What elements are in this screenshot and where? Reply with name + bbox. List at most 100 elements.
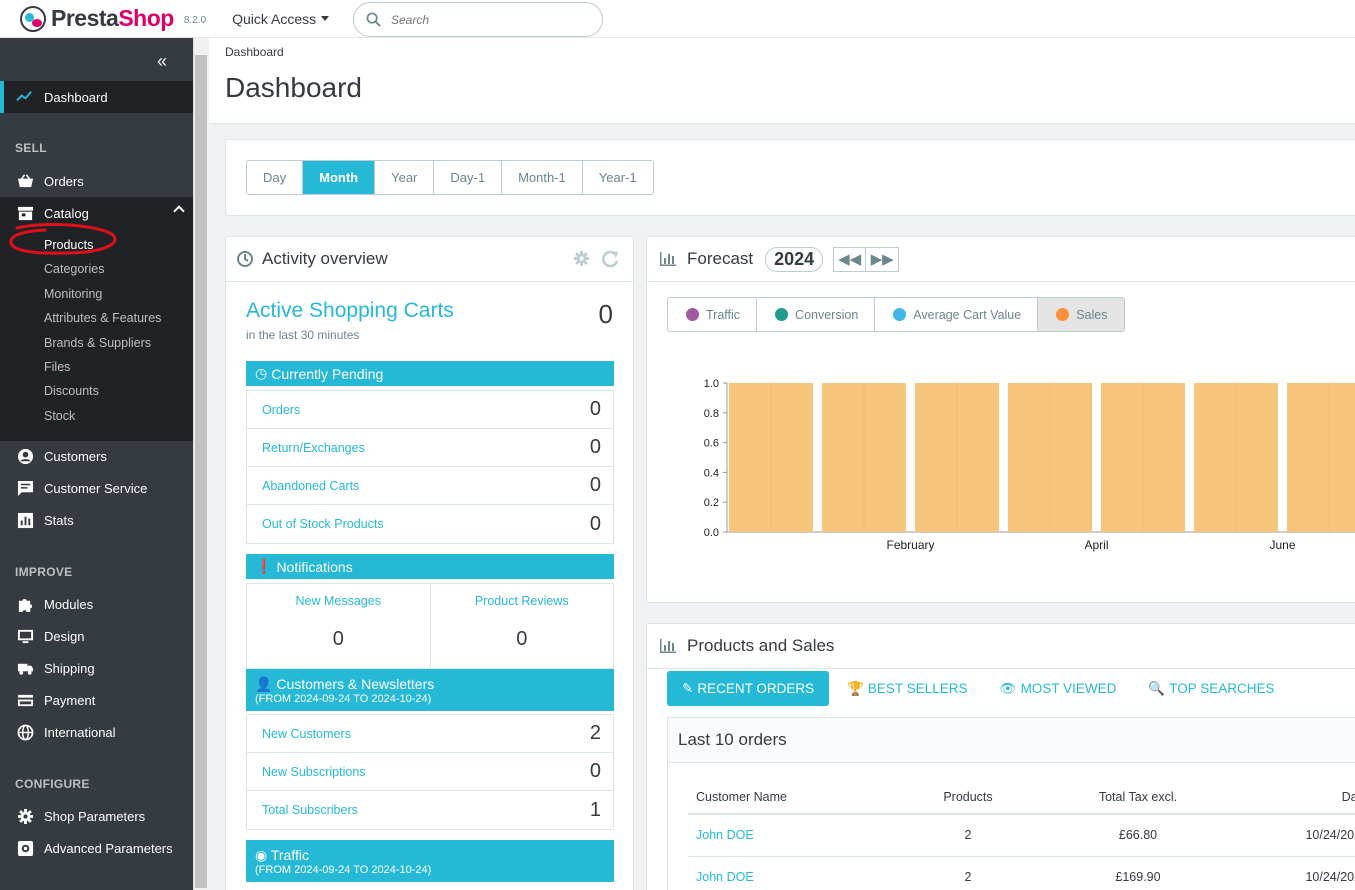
sidebar-item-modules[interactable]: Modules [0,588,193,620]
gear-icon[interactable] [573,250,590,267]
top-header: PrestaShop 8.2.0 Quick Access [0,0,1355,38]
sidebar-subitem-categories[interactable]: Categories [44,262,105,276]
legend-label: Average Cart Value [913,307,1022,322]
quick-access-dropdown[interactable]: Quick Access [232,11,330,27]
list-item[interactable]: Orders 0 [247,391,613,429]
active-carts-label[interactable]: Active Shopping Carts [246,299,454,322]
period-month-button[interactable]: Month [303,161,376,194]
total-cell: £66.80 [1048,814,1228,857]
chevron-up-icon [173,205,185,217]
sidebar-subitem-brands[interactable]: Brands & Suppliers [44,336,152,350]
sidebar-item-dashboard[interactable]: Dashboard [0,81,193,113]
sidebar-item-shop-parameters[interactable]: Shop Parameters [0,800,193,832]
sidebar-item-international[interactable]: International [0,716,193,748]
sidebar-item-orders[interactable]: Orders [0,165,193,197]
period-month-1-button[interactable]: Month-1 [502,161,583,194]
sidebar-subitem-monitoring[interactable]: Monitoring [44,287,103,301]
table-row[interactable]: John DOE 2 £169.90 10/24/2024 [688,856,1355,890]
sidebar-item-stats[interactable]: Stats [0,504,193,536]
list-item[interactable]: Return/Exchanges 0 [247,429,613,467]
sidebar-subitem-stock[interactable]: Stock [44,409,76,423]
new-messages-label[interactable]: New Messages [295,594,381,608]
new-subscriptions-link[interactable]: New Subscriptions [262,764,366,779]
sidebar-item-payment[interactable]: Payment [0,684,193,716]
tab-label: BEST SELLERS [867,681,968,696]
list-item[interactable]: New Subscriptions 0 [247,753,613,791]
next-year-button[interactable]: ▶▶ [866,246,900,272]
forecast-panel: Forecast 2024 ◀◀ ▶▶ Traffic Conversion A… [646,236,1355,603]
list-item[interactable]: Abandoned Carts 0 [247,467,613,505]
bar-chart-icon [16,511,34,529]
sidebar-item-label: Advanced Parameters [44,840,173,856]
caret-down-icon [321,16,330,21]
pending-orders-link[interactable]: Orders [262,402,301,417]
truck-icon [16,659,34,677]
sidebar-subitem-discounts[interactable]: Discounts [44,384,99,398]
prestashop-logo[interactable]: PrestaShop 8.2.0 [20,5,206,32]
customers-range: (FROM 2024-09-24 TO 2024-10-24) [255,692,432,705]
sidebar-scrollbar-thumb[interactable] [195,55,207,888]
forecast-year[interactable]: 2024 [765,246,824,272]
tab-best-sellers[interactable]: 🏆 BEST SELLERS [847,681,967,697]
search-input[interactable] [391,12,591,27]
products-sales-panel: Products and Sales ✎ RECENT ORDERS 🏆 BEST … [646,623,1355,890]
period-day-1-button[interactable]: Day-1 [434,161,503,194]
breadcrumb[interactable]: Dashboard [225,45,284,59]
product-reviews-label[interactable]: Product Reviews [474,594,569,608]
search-box[interactable] [353,2,603,37]
product-reviews-cell[interactable]: Product Reviews 0 [431,584,614,668]
customer-name-cell[interactable]: John DOE [688,814,888,857]
last-orders-box: Last 10 orders Customer Name Products To… [667,717,1355,890]
activity-overview-panel: Activity overview Active Shopping Carts … [225,236,634,890]
out-of-stock-link[interactable]: Out of Stock Products [262,517,384,531]
user-icon: 👤 [255,675,273,692]
period-day-button[interactable]: Day [247,161,304,194]
new-customers-link[interactable]: New Customers [262,726,351,741]
bar-chart-icon [660,252,676,266]
sidebar-item-shipping[interactable]: Shipping [0,652,193,684]
return-exchanges-link[interactable]: Return/Exchanges [262,440,365,455]
sidebar-item-customers[interactable]: Customers [0,440,193,472]
legend-sales[interactable]: Sales [1038,298,1124,331]
products-sales-title: Products and Sales [687,636,835,655]
previous-year-button[interactable]: ◀◀ [833,246,867,272]
sidebar-item-label: Modules [44,596,94,612]
sidebar-item-label: Catalog [44,205,89,221]
products-cell: 2 [888,856,1048,890]
globe-icon: ◉ [255,846,268,863]
abandoned-carts-link[interactable]: Abandoned Carts [262,478,360,493]
list-item[interactable]: New Customers 2 [247,715,613,753]
tab-top-searches[interactable]: 🔍 TOP SEARCHES [1148,681,1274,697]
sidebar-item-catalog[interactable]: Catalog [0,197,193,229]
period-year-button[interactable]: Year [375,161,435,194]
new-messages-cell[interactable]: New Messages 0 [247,584,431,668]
tab-recent-orders[interactable]: ✎ RECENT ORDERS [667,671,830,706]
collapse-sidebar-icon[interactable]: « [157,51,168,71]
sidebar-item-design[interactable]: Design [0,620,193,652]
return-exchanges-value: 0 [589,436,601,458]
tab-most-viewed[interactable]: 👁 MOST VIEWED [999,681,1116,697]
list-item[interactable]: Out of Stock Products 0 [247,505,613,543]
sidebar-subitem-attributes[interactable]: Attributes & Features [44,311,162,325]
total-subscribers-link[interactable]: Total Subscribers [262,803,358,817]
legend-conversion[interactable]: Conversion [757,298,876,331]
col-total-tax-excl: Total Tax excl. [1048,780,1228,815]
abandoned-carts-value: 0 [589,474,601,496]
sidebar-subitem-products[interactable]: Products [44,238,94,252]
customer-name-cell[interactable]: John DOE [688,856,888,890]
list-item[interactable]: Total Subscribers 1 [247,791,613,829]
legend-traffic[interactable]: Traffic [668,298,758,331]
bar-july[interactable] [1287,383,1355,532]
x-tick-label: February [886,538,934,552]
sidebar-item-customer-service[interactable]: Customer Service [0,472,193,504]
refresh-icon[interactable] [601,250,619,268]
sidebar-subitem-files[interactable]: Files [44,360,71,374]
y-tick-label: 0.2 [704,497,719,509]
sidebar-item-advanced-parameters[interactable]: Advanced Parameters [0,832,193,864]
traffic-title: Traffic [270,846,309,863]
chat-icon [16,479,34,497]
legend-dot [1056,308,1070,321]
legend-average-cart-value[interactable]: Average Cart Value [875,298,1039,331]
period-year-1-button[interactable]: Year-1 [582,161,653,194]
table-row[interactable]: John DOE 2 £66.80 10/24/2024 [688,814,1355,857]
